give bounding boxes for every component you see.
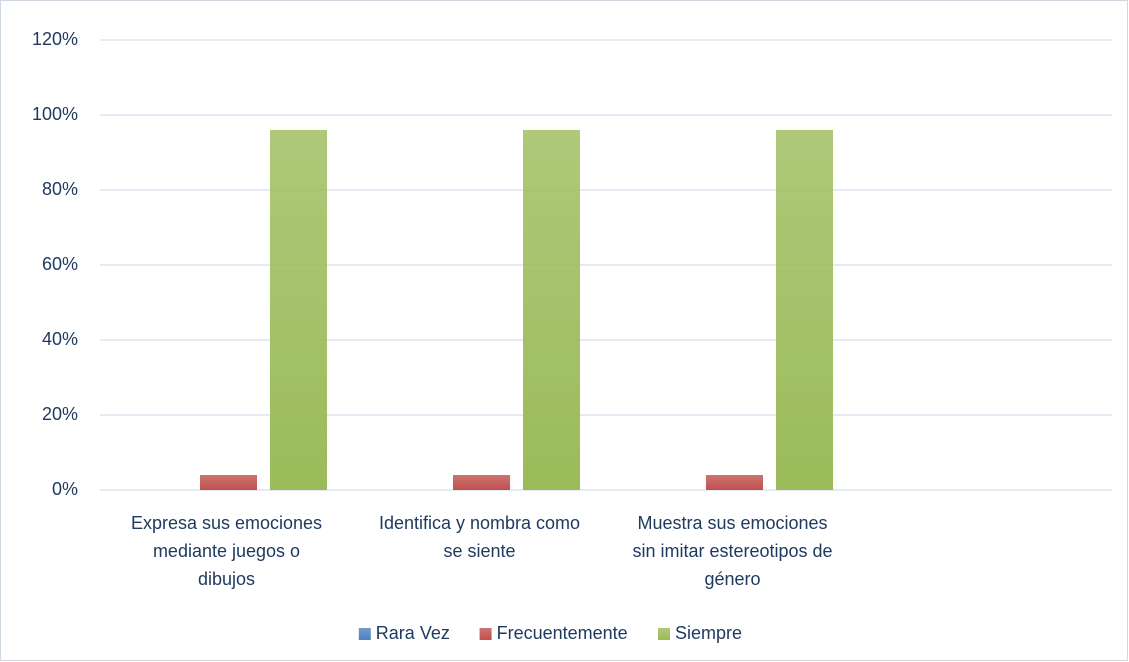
x-tick-label: Muestra sus emociones sin imitar estereot… [632,513,832,589]
y-tick-label: 80% [42,179,78,199]
bar [776,130,833,490]
legend-swatch [358,628,371,640]
legend-label: Siempre [675,623,742,643]
x-tick-label: Identifica y nombra como se siente [379,513,580,561]
bar [200,475,257,490]
legend-label: Rara Vez [376,623,450,643]
y-tick-label: 40% [42,329,78,349]
bar [706,475,763,490]
bar [523,130,580,490]
x-tick-label: Expresa sus emociones mediante juegos o di… [131,513,322,589]
y-tick-label: 60% [42,254,78,274]
bar [453,475,510,490]
legend-label: Frecuentemente [497,623,628,643]
legend-swatch [479,628,492,640]
y-tick-label: 100% [32,104,78,124]
bar [270,130,327,490]
y-tick-label: 120% [32,29,78,49]
y-tick-label: 20% [42,404,78,424]
legend-swatch [658,628,670,640]
y-tick-label: 0% [52,479,78,499]
